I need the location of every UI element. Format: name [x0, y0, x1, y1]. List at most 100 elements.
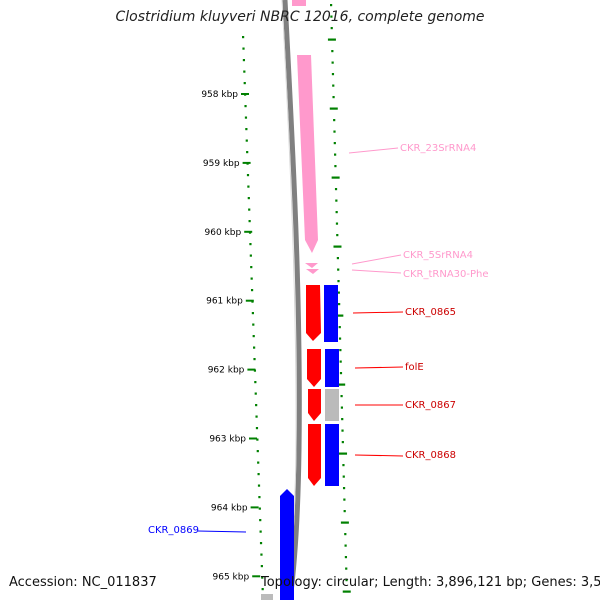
gc-dot [253, 346, 256, 349]
block-grey-bottom [261, 594, 273, 600]
topology-text: Topology: circular; Length: 3,896,121 bp… [261, 575, 600, 590]
gc-dot [252, 335, 255, 338]
gc-dot [341, 429, 344, 432]
gc-dot [341, 441, 344, 444]
gc-dot [246, 151, 249, 154]
gc-dot [333, 119, 336, 122]
tick-label: 965 kbp [213, 572, 250, 582]
gc-dot [332, 84, 335, 87]
gc-dot [339, 372, 343, 375]
gc-dot [331, 73, 335, 76]
gc-dot [255, 427, 259, 430]
feature-ckr-23srrna4 [297, 55, 318, 253]
gc-dot [337, 268, 340, 271]
gc-dot [342, 464, 345, 467]
gc-dot [335, 222, 339, 225]
label-ckr-0867: CKR_0867 [405, 400, 456, 411]
gc-dot [257, 473, 260, 476]
label-ckr-23srrna4: CKR_23SrRNA4 [400, 143, 476, 154]
gc-dot [255, 415, 258, 418]
label-ckr-0869: CKR_0869 [148, 525, 199, 536]
label-ckr-trna30-phe: CKR_tRNA30-Phe [403, 269, 489, 280]
gc-dot [343, 498, 346, 501]
feature-fole [307, 349, 321, 387]
gc-dot [248, 208, 251, 211]
gc-dot [249, 254, 252, 257]
gc-dot [331, 50, 334, 53]
gc-dot [259, 530, 262, 533]
gc-dot [250, 289, 254, 292]
gc-dot [256, 438, 259, 441]
gc-dot [254, 381, 257, 384]
tick-label: 959 kbp [203, 159, 240, 169]
gc-dot [335, 199, 338, 202]
gc-dot [335, 211, 338, 214]
gc-dot [339, 360, 342, 363]
gc-dot [334, 153, 337, 156]
gc-dot [332, 96, 335, 99]
gc-dot [331, 61, 334, 64]
gc-dot [338, 326, 341, 329]
gc-dot [260, 565, 263, 568]
gc-dot [342, 590, 351, 593]
gc-dot [330, 27, 333, 30]
label-ckr-5srrna4: CKR_5SrRNA4 [403, 250, 473, 261]
gc-content-ring-right [327, 4, 351, 593]
gc-dot [337, 280, 340, 283]
feature-ckr-trna30-phe [306, 269, 319, 274]
gc-dot [254, 392, 257, 395]
gc-dot [244, 116, 248, 119]
gc-dot [243, 82, 246, 85]
gc-dot [337, 291, 340, 294]
label-ckr-0865: CKR_0865 [405, 307, 456, 318]
tick-label: 960 kbp [205, 228, 242, 238]
gc-dot [261, 588, 264, 591]
gc-dot [333, 245, 342, 248]
gc-dot [342, 475, 345, 478]
gc-dot [343, 510, 346, 513]
gc-dot [259, 542, 263, 545]
gc-dot [335, 314, 344, 317]
gc-dot [342, 487, 346, 490]
gc-dot [245, 139, 248, 142]
gc-dot [340, 521, 349, 524]
gc-dot [242, 36, 245, 39]
gc-dot [338, 337, 342, 340]
gc-dot [341, 418, 344, 421]
block-blue-2 [325, 349, 339, 387]
gc-dot [339, 452, 348, 455]
gc-dot [330, 15, 333, 18]
gc-dot [344, 533, 347, 536]
gc-dot [244, 105, 247, 108]
gc-dot [246, 174, 250, 177]
gc-dot [243, 70, 246, 73]
block-blue-3 [325, 424, 339, 486]
gc-dot [250, 266, 253, 269]
gc-dot [340, 395, 343, 398]
gc-dot [340, 406, 344, 409]
gc-dot [337, 383, 346, 386]
gc-dot [242, 59, 246, 62]
gc-dot [334, 165, 337, 168]
gc-dot [339, 349, 342, 352]
gc-dot [248, 220, 251, 223]
gc-dot [260, 553, 263, 556]
gc-dot [333, 130, 336, 133]
gc-dot [259, 519, 262, 522]
genome-backbone [282, 0, 302, 600]
tick-label: 962 kbp [208, 366, 245, 376]
feature-labels: CKR_23SrRNA4 CKR_5SrRNA4 CKR_tRNA30-Phe … [148, 143, 489, 536]
gc-dot [242, 47, 245, 50]
gc-dot [247, 185, 250, 188]
gc-dot [336, 257, 339, 260]
gc-dot [333, 142, 336, 145]
gc-dot [345, 579, 348, 582]
gc-dot [247, 197, 250, 200]
gc-dot [344, 556, 348, 559]
tick-label: 964 kbp [211, 503, 248, 513]
gc-dot [249, 243, 252, 246]
gc-dot [251, 312, 254, 315]
tick-label: 961 kbp [206, 297, 243, 307]
gc-dot [261, 576, 264, 579]
